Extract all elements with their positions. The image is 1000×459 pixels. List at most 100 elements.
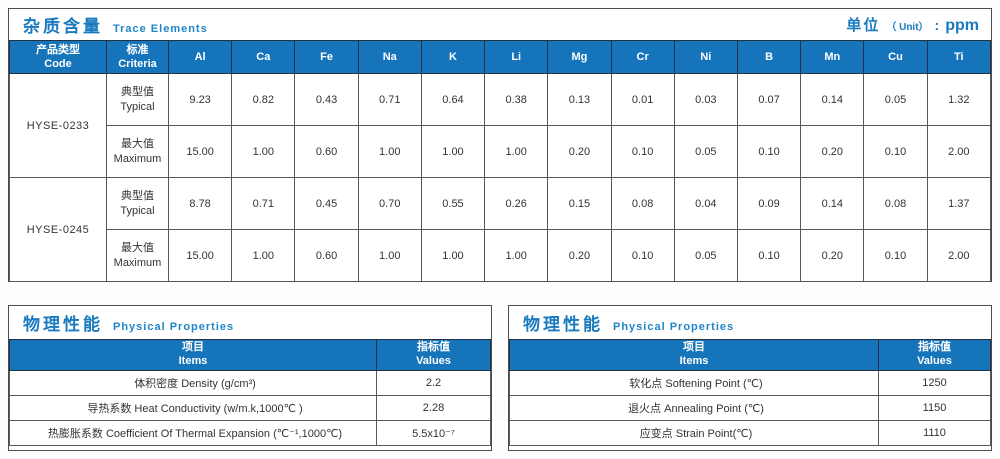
value-cell: 0.05 bbox=[673, 125, 738, 178]
value-cell: 9.23 bbox=[167, 73, 233, 126]
value-cell: 0.10 bbox=[610, 125, 675, 178]
unit-value: ppm bbox=[945, 17, 979, 34]
product-code: HYSE-0233 bbox=[9, 73, 107, 178]
col-header-values-zh: 指标值 bbox=[918, 341, 951, 354]
criteria-en: Maximum bbox=[113, 256, 162, 269]
criteria-zh: 最大值 bbox=[121, 241, 154, 254]
value-cell: 0.10 bbox=[863, 229, 928, 282]
value-cell: 0.15 bbox=[547, 177, 612, 230]
value-cell: 1.00 bbox=[231, 229, 296, 282]
value-cell: 1.00 bbox=[420, 229, 486, 282]
col-header-element-ti: Ti bbox=[926, 40, 992, 74]
property-item: 软化点 Softening Point (℃) bbox=[509, 370, 879, 396]
value-cell: 1.00 bbox=[231, 125, 296, 178]
col-header-element-na: Na bbox=[357, 40, 422, 74]
criteria-cell: 典型值 Typical bbox=[106, 73, 169, 126]
col-header-element-ni: Ni bbox=[673, 40, 738, 74]
value-cell: 0.64 bbox=[420, 73, 486, 126]
physical-right-title: 物理性能 Physical Properties bbox=[523, 310, 734, 335]
value-cell: 0.14 bbox=[800, 177, 865, 230]
property-value: 2.28 bbox=[376, 395, 491, 421]
value-cell: 0.38 bbox=[484, 73, 549, 126]
criteria-cell: 最大值 Maximum bbox=[106, 125, 169, 178]
product-code: HYSE-0245 bbox=[9, 177, 107, 282]
trace-elements-table: 产品类型 Code 标准 Criteria Al Ca Fe Na K Li M… bbox=[9, 40, 992, 282]
table-row: 最大值 Maximum 15.00 1.00 0.60 1.00 1.00 1.… bbox=[10, 125, 992, 178]
property-value: 1150 bbox=[878, 395, 991, 421]
col-header-criteria: 标准 Criteria bbox=[106, 40, 169, 74]
col-header-criteria-zh: 标准 bbox=[126, 43, 149, 56]
value-cell: 0.43 bbox=[294, 73, 359, 126]
value-cell: 1.00 bbox=[484, 229, 549, 282]
section-title-zh: 杂质含量 bbox=[23, 17, 103, 36]
col-header-items-en: Items bbox=[178, 355, 208, 367]
trace-header-row: 产品类型 Code 标准 Criteria Al Ca Fe Na K Li M… bbox=[9, 40, 992, 74]
property-value: 1250 bbox=[878, 370, 991, 396]
col-header-items-zh: 项目 bbox=[683, 341, 705, 354]
property-item: 热膨胀系数 Coefficient Of Thermal Expansion (… bbox=[9, 420, 377, 446]
value-cell: 0.20 bbox=[547, 229, 612, 282]
value-cell: 0.04 bbox=[673, 177, 738, 230]
col-header-element-mg: Mg bbox=[547, 40, 612, 74]
value-cell: 0.01 bbox=[610, 73, 675, 126]
physical-right-table: 项目 Items 指标值 Values 软化点 Softening Point … bbox=[509, 339, 991, 446]
value-cell: 0.10 bbox=[863, 125, 928, 178]
value-cell: 1.32 bbox=[926, 73, 992, 126]
value-cell: 0.05 bbox=[673, 229, 738, 282]
value-cell: 0.26 bbox=[484, 177, 549, 230]
value-cell: 0.20 bbox=[547, 125, 612, 178]
section-title-en: Physical Properties bbox=[613, 321, 735, 333]
col-header-element-al: Al bbox=[167, 40, 233, 74]
col-header-values: 指标值 Values bbox=[878, 339, 991, 371]
value-cell: 8.78 bbox=[167, 177, 233, 230]
col-header-criteria-en: Criteria bbox=[118, 58, 157, 70]
table-row: 退火点 Annealing Point (℃) 1150 bbox=[509, 395, 991, 421]
value-cell: 0.55 bbox=[420, 177, 486, 230]
value-cell: 1.00 bbox=[357, 229, 422, 282]
property-item: 体积密度 Density (g/cm³) bbox=[9, 370, 377, 396]
value-cell: 0.60 bbox=[294, 229, 359, 282]
col-header-element-cu: Cu bbox=[863, 40, 928, 74]
col-header-items: 项目 Items bbox=[9, 339, 377, 371]
value-cell: 1.00 bbox=[357, 125, 422, 178]
property-value: 5.5x10⁻⁷ bbox=[376, 420, 491, 446]
physical-right-header-row: 项目 Items 指标值 Values bbox=[509, 339, 991, 371]
value-cell: 0.20 bbox=[800, 229, 865, 282]
value-cell: 2.00 bbox=[926, 125, 992, 178]
table-row: 导热系数 Heat Conductivity (w/m.k,1000℃ ) 2.… bbox=[9, 395, 491, 421]
value-cell: 0.71 bbox=[357, 73, 422, 126]
criteria-zh: 最大值 bbox=[121, 137, 154, 150]
table-row: HYSE-0245 典型值 Typical 8.78 0.71 0.45 0.7… bbox=[9, 177, 992, 282]
col-header-values-en: Values bbox=[416, 355, 451, 367]
trace-elements-title: 杂质含量 Trace Elements bbox=[23, 12, 208, 37]
value-cell: 0.20 bbox=[800, 125, 865, 178]
col-header-element-k: K bbox=[420, 40, 486, 74]
col-header-element-b: B bbox=[736, 40, 802, 74]
col-header-code-en: Code bbox=[44, 58, 72, 70]
value-cell: 0.05 bbox=[863, 73, 928, 126]
col-header-values-en: Values bbox=[917, 355, 952, 367]
table-row: 软化点 Softening Point (℃) 1250 bbox=[509, 370, 991, 396]
value-cell: 0.82 bbox=[231, 73, 296, 126]
physical-left-table: 项目 Items 指标值 Values 体积密度 Density (g/cm³)… bbox=[9, 339, 491, 446]
value-cell: 0.08 bbox=[863, 177, 928, 230]
col-header-items-en: Items bbox=[679, 355, 709, 367]
col-header-items-zh: 项目 bbox=[182, 341, 204, 354]
value-cell: 0.71 bbox=[231, 177, 296, 230]
table-row: 最大值 Maximum 15.00 1.00 0.60 1.00 1.00 1.… bbox=[10, 229, 992, 282]
value-cell: 0.03 bbox=[673, 73, 738, 126]
col-header-element-li: Li bbox=[484, 40, 549, 74]
section-title-en: Trace Elements bbox=[113, 23, 208, 35]
value-cell: 0.14 bbox=[800, 73, 865, 126]
col-header-code-zh: 产品类型 bbox=[36, 43, 80, 56]
col-header-element-cr: Cr bbox=[610, 40, 675, 74]
criteria-en: Maximum bbox=[113, 152, 162, 165]
criteria-en: Typical bbox=[120, 204, 155, 217]
property-item: 导热系数 Heat Conductivity (w/m.k,1000℃ ) bbox=[9, 395, 377, 421]
criteria-zh: 典型值 bbox=[121, 85, 154, 98]
table-row: 应变点 Strain Point(℃) 1110 bbox=[509, 420, 991, 446]
property-item: 退火点 Annealing Point (℃) bbox=[509, 395, 879, 421]
trace-elements-title-band: 杂质含量 Trace Elements 单位 （ Unit） : ppm bbox=[9, 9, 991, 40]
table-row: 热膨胀系数 Coefficient Of Thermal Expansion (… bbox=[9, 420, 491, 446]
property-value: 2.2 bbox=[376, 370, 491, 396]
